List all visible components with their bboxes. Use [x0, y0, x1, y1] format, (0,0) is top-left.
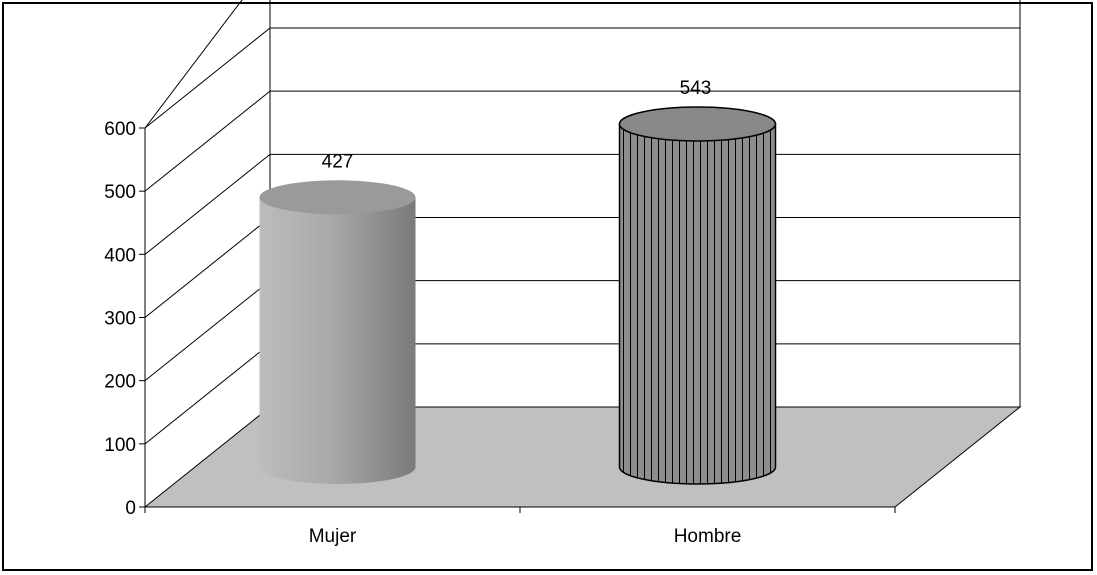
data-label: 543	[680, 78, 712, 99]
bar-top	[618, 106, 777, 142]
y-tick-label: 400	[104, 245, 136, 266]
bar-hombre	[618, 106, 777, 485]
category-label-mujer: Mujer	[309, 526, 357, 547]
bar-top	[259, 180, 416, 215]
y-tick-label: 500	[104, 182, 136, 203]
data-label: 427	[322, 151, 354, 172]
gridline-side	[144, 27, 271, 129]
category-label-hombre: Hombre	[674, 526, 742, 547]
side-wall-edge	[144, 0, 243, 129]
bar-mujer	[259, 180, 416, 485]
y-tick-label: 600	[104, 119, 136, 140]
gridline-side	[144, 280, 271, 382]
back-wall	[269, 0, 1021, 407]
gridline-side	[144, 343, 271, 445]
gridline-side	[144, 217, 271, 318]
y-tick-label: 200	[104, 372, 136, 393]
bar-body	[618, 123, 777, 485]
y-tick-label: 0	[125, 498, 136, 519]
y-tick-label: 100	[104, 435, 136, 456]
gridline-side	[144, 90, 271, 192]
gridline-side	[144, 153, 271, 255]
y-tick-label: 300	[104, 309, 136, 330]
bar-body	[259, 197, 416, 485]
